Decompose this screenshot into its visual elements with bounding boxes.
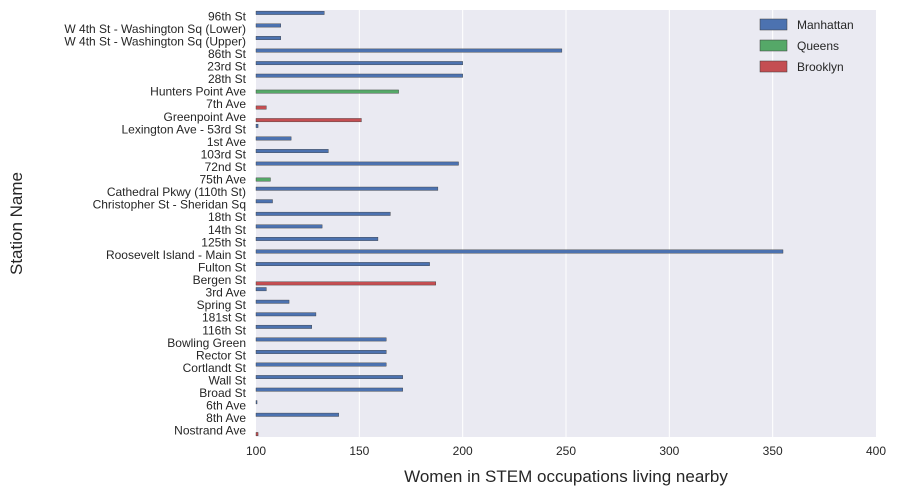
y-tick-label: 23rd St xyxy=(207,60,246,74)
y-tick-label: Bowling Green xyxy=(167,336,246,350)
y-tick-label: 28th St xyxy=(208,72,247,86)
x-tick-label: 400 xyxy=(866,444,886,458)
bar-manhattan xyxy=(255,400,258,405)
bar-manhattan xyxy=(255,350,387,354)
y-tick-label: W 4th St - Washington Sq (Upper) xyxy=(64,34,246,48)
bar-brooklyn xyxy=(255,105,267,110)
bar-manhattan xyxy=(255,186,439,191)
y-tick-label: Rector St xyxy=(196,348,247,362)
x-tick-label: 300 xyxy=(659,444,679,458)
y-tick-label: 116th St xyxy=(202,323,246,337)
bar-brooklyn xyxy=(255,281,437,286)
y-tick-label: Cortlandt St xyxy=(183,361,247,375)
legend-label: Brooklyn xyxy=(797,60,844,74)
y-tick-label: Roosevelt Island - Main St xyxy=(106,248,247,262)
y-tick-label: Fulton St xyxy=(198,260,247,274)
x-tick-label: 250 xyxy=(556,444,576,458)
bar-manhattan xyxy=(255,224,323,229)
y-tick-label: 75th Ave xyxy=(200,173,247,187)
bar-manhattan xyxy=(255,337,387,342)
y-axis-title: Station Name xyxy=(7,172,26,275)
y-tick-label: Hunters Point Ave xyxy=(150,85,246,99)
bar-manhattan xyxy=(255,211,391,216)
bar-manhattan xyxy=(255,48,563,53)
y-tick-label: Nostrand Ave xyxy=(174,424,246,438)
bar-manhattan xyxy=(255,262,430,266)
legend-label: Queens xyxy=(797,39,839,53)
bar-manhattan xyxy=(255,199,273,204)
x-tick-label: 350 xyxy=(763,444,783,458)
y-tick-label: Lexington Ave - 53rd St xyxy=(121,122,246,136)
bar-queens xyxy=(255,89,399,94)
bar-manhattan xyxy=(255,149,329,153)
bar-manhattan xyxy=(255,375,403,379)
bar-manhattan xyxy=(255,136,292,141)
y-tick-label: Greenpoint Ave xyxy=(163,110,246,124)
bars xyxy=(255,10,784,437)
bar-queens xyxy=(255,177,271,182)
y-tick-label: 6th Ave xyxy=(206,399,246,413)
y-tick-label: 14th St xyxy=(208,223,247,237)
y-tick-label: W 4th St - Washington Sq (Lower) xyxy=(64,22,246,36)
y-tick-labels: 96th StW 4th St - Washington Sq (Lower)W… xyxy=(64,9,246,437)
x-tick-label: 200 xyxy=(453,444,473,458)
y-tick-label: Broad St xyxy=(199,386,246,400)
bar-manhattan xyxy=(255,10,325,15)
y-tick-label: 1st Ave xyxy=(207,135,246,149)
x-axis-title: Women in STEM occupations living nearby xyxy=(404,467,728,486)
y-tick-label: Wall St xyxy=(208,373,246,387)
bar-manhattan xyxy=(255,124,259,128)
bar-manhattan xyxy=(255,299,290,304)
bar-manhattan xyxy=(255,362,387,367)
y-tick-label: 18th St xyxy=(208,210,247,224)
bar-manhattan xyxy=(255,161,459,166)
y-tick-label: Cathedral Pkwy (110th St) xyxy=(107,185,246,199)
y-tick-label: 96th St xyxy=(208,9,247,23)
bar-brooklyn xyxy=(255,118,362,123)
bar-manhattan xyxy=(255,287,267,292)
bar-brooklyn xyxy=(255,432,259,437)
y-tick-label: Spring St xyxy=(197,298,247,312)
y-tick-label: 3rd Ave xyxy=(206,286,247,300)
x-tick-label: 100 xyxy=(246,444,266,458)
bar-manhattan xyxy=(255,387,403,392)
legend-label: Manhattan xyxy=(797,18,854,32)
y-tick-label: Christopher St - Sheridan Sq xyxy=(93,198,246,212)
bar-manhattan xyxy=(255,249,784,254)
y-tick-label: 8th Ave xyxy=(206,411,246,425)
legend-swatch-queens xyxy=(759,39,788,52)
legend-swatch-brooklyn xyxy=(759,60,788,73)
bar-manhattan xyxy=(255,412,339,417)
y-tick-label: Bergen St xyxy=(193,273,247,287)
y-tick-label: 181st St xyxy=(202,311,247,325)
x-tick-labels: 100 150 200 250 300 350 400 xyxy=(246,444,886,458)
bar-manhattan xyxy=(255,73,463,78)
x-tick-label: 150 xyxy=(349,444,369,458)
legend: Manhattan Queens Brooklyn xyxy=(759,18,854,74)
legend-swatch-manhattan xyxy=(759,18,788,31)
bar-manhattan xyxy=(255,237,379,241)
bar-manhattan xyxy=(255,312,317,317)
bar-manhattan xyxy=(255,324,312,329)
bar-manhattan xyxy=(255,61,463,66)
y-tick-label: 125th St xyxy=(201,235,246,249)
y-tick-label: 103rd St xyxy=(201,147,247,161)
y-tick-label: 86th St xyxy=(208,47,247,61)
bar-manhattan xyxy=(255,36,281,40)
y-tick-label: 72nd St xyxy=(205,160,247,174)
bar-manhattan xyxy=(255,23,281,28)
y-tick-label: 7th Ave xyxy=(206,97,246,111)
